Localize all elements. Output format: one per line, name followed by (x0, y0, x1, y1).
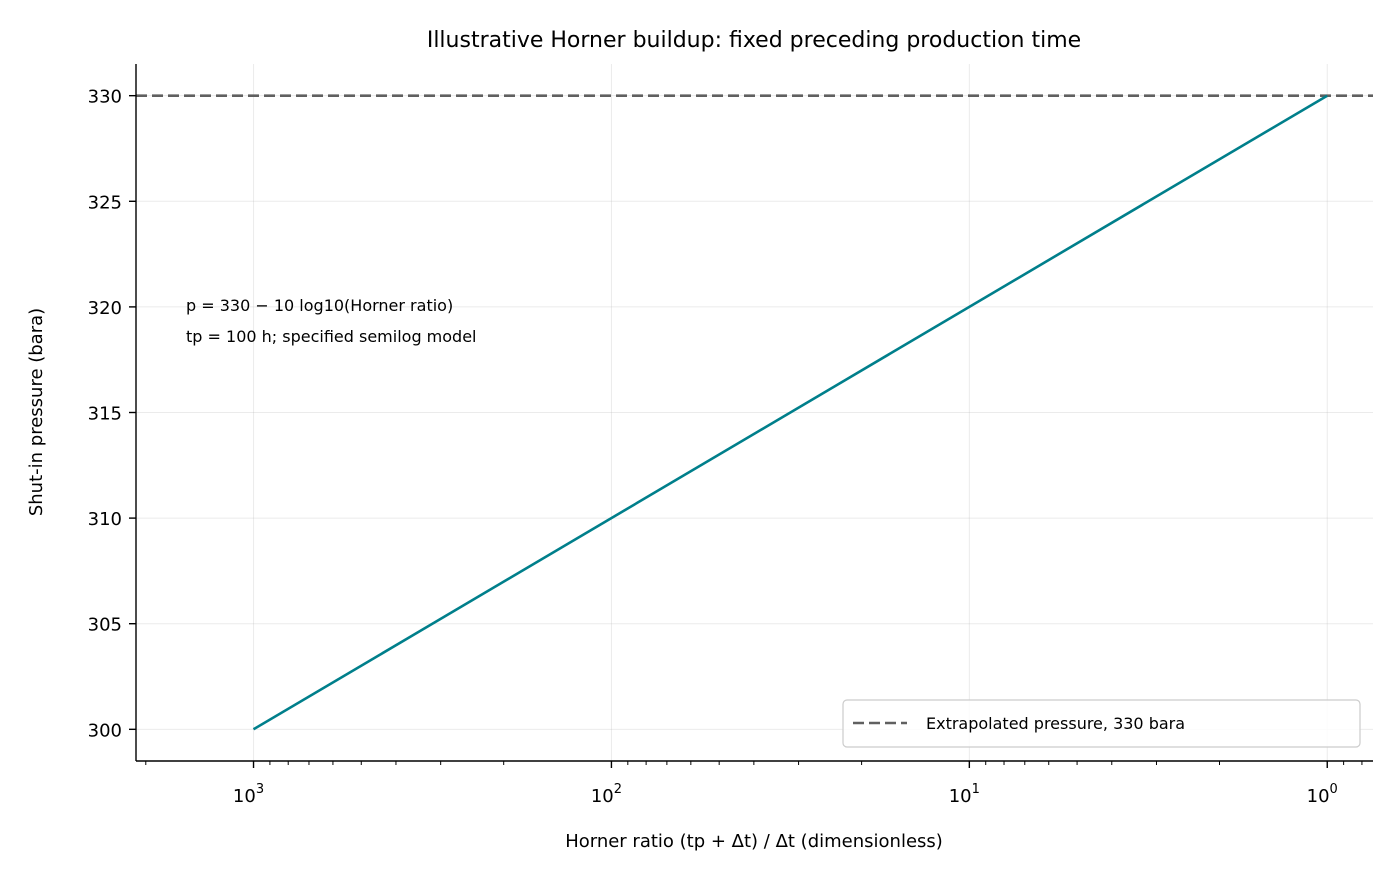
y-tick-label: 305 (88, 615, 122, 636)
y-axis-label: Shut-in pressure (bara) (26, 308, 47, 516)
y-tick-label: 330 (88, 87, 122, 108)
y-tick-label: 320 (88, 298, 122, 319)
y-tick-label: 300 (88, 720, 122, 741)
chart-title: Illustrative Horner buildup: fixed prece… (427, 28, 1081, 53)
x-tick-label: 101 (949, 782, 980, 807)
x-tick-label: 102 (591, 782, 622, 807)
legend-label: Extrapolated pressure, 330 bara (926, 714, 1185, 733)
legend-box (842, 699, 1361, 748)
grid-lines (136, 64, 1373, 761)
y-tick-label: 315 (88, 404, 122, 425)
y-axis-ticks: 300 305 310 315 320 325 330 (88, 87, 136, 741)
y-tick-label: 325 (88, 192, 122, 213)
annotation-model-note: tp = 100 h; specified semilog model (186, 327, 477, 346)
x-tick-label: 100 (1307, 782, 1338, 807)
annotation-equation: p = 330 − 10 log10(Horner ratio) (186, 296, 453, 315)
x-axis-label: Horner ratio (tp + Δt) / Δt (dimensionle… (565, 831, 943, 852)
legend: Extrapolated pressure, 330 bara (842, 699, 1361, 748)
x-axis-ticks: 103 102 101 100 (233, 761, 1338, 807)
pressure-series-line (252, 94, 1328, 731)
y-tick-label: 310 (88, 509, 122, 530)
x-tick-label: 103 (233, 782, 264, 807)
